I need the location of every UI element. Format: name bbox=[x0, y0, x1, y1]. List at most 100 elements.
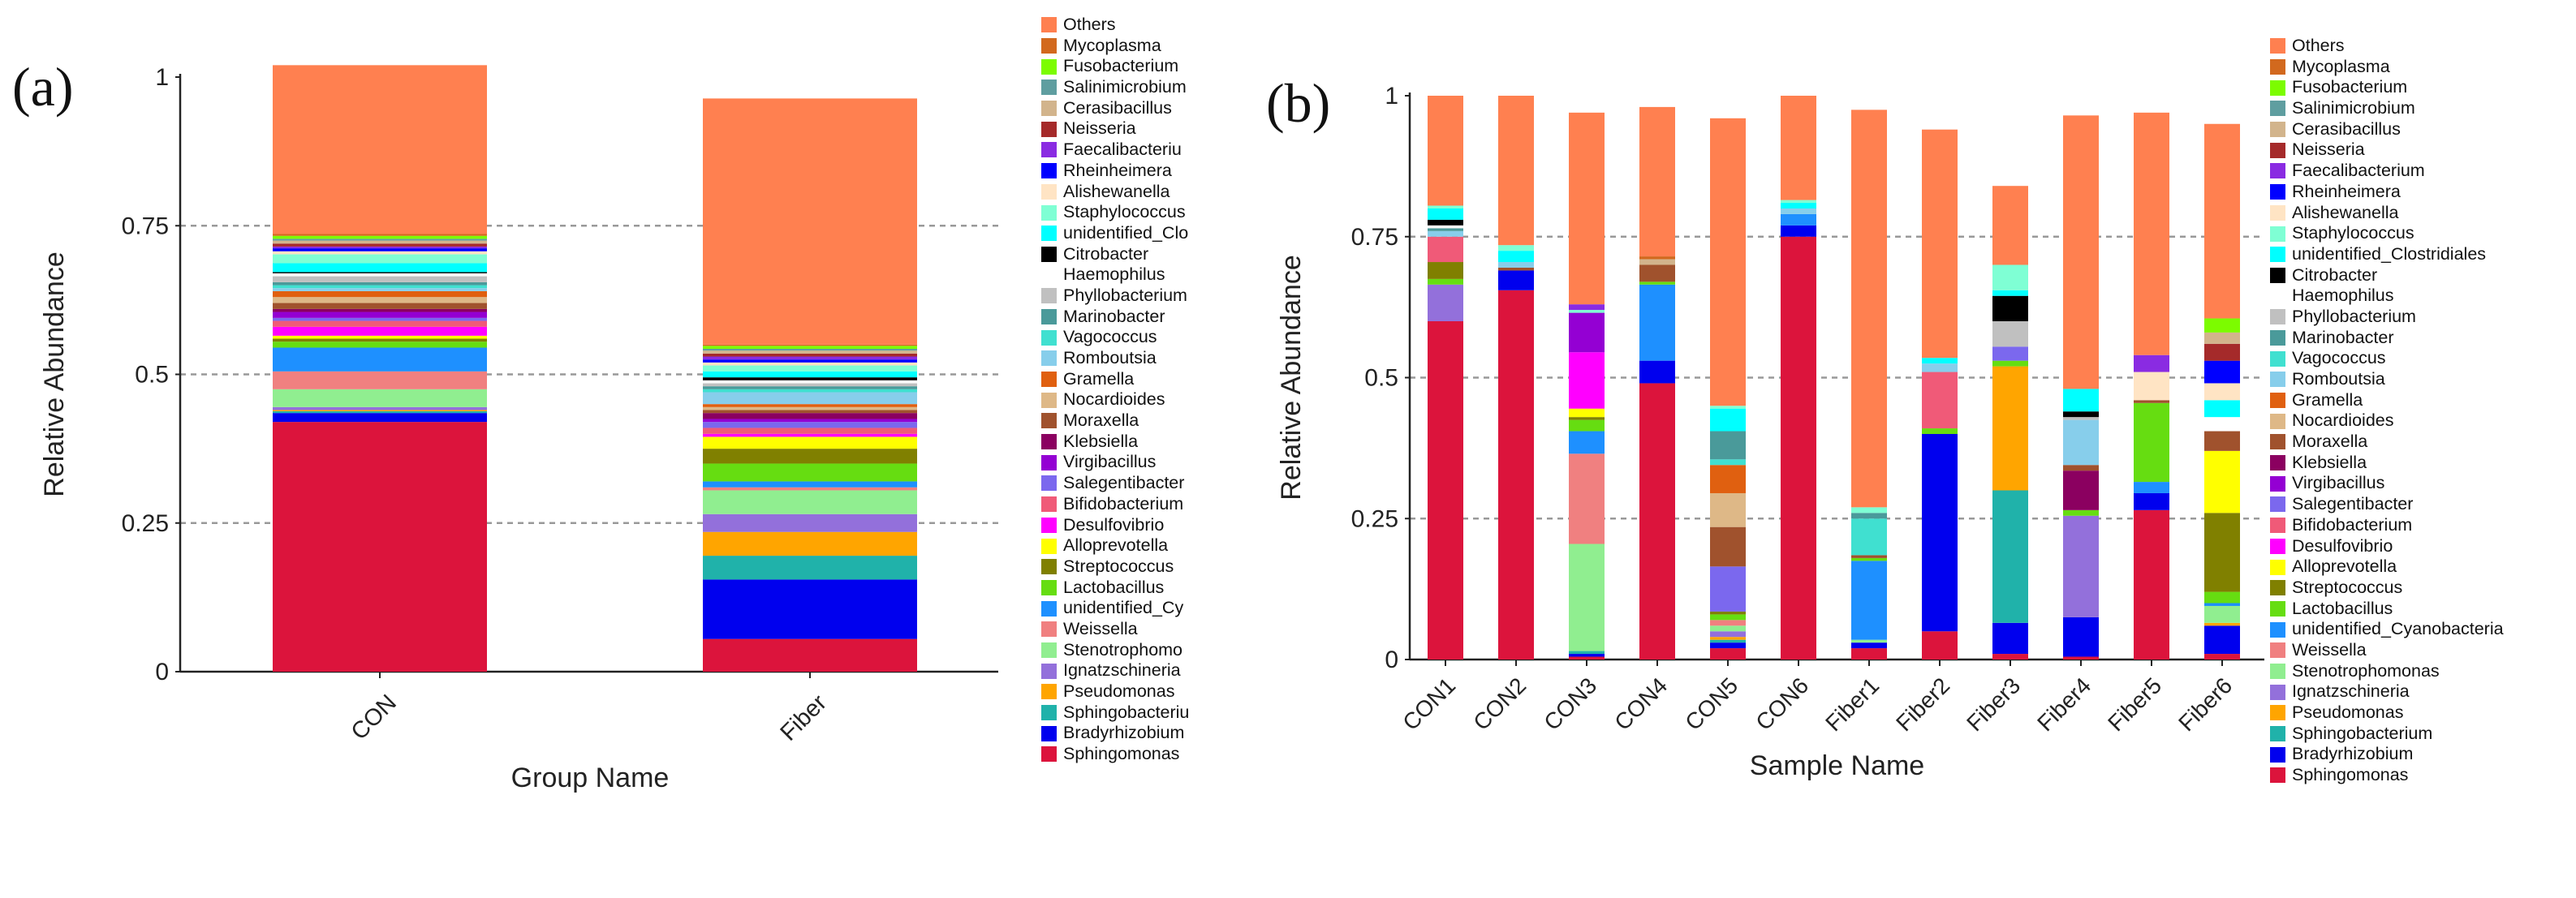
legend-item: Alishewanella bbox=[1041, 182, 1244, 203]
x-tick-label: CON5 bbox=[1680, 672, 1742, 735]
legend-swatch bbox=[2270, 455, 2285, 471]
bar-segment bbox=[2063, 115, 2099, 389]
bar-segment bbox=[1851, 639, 1887, 643]
bar-segment bbox=[1992, 186, 2028, 265]
legend-label: Vagococcus bbox=[1063, 327, 1157, 347]
legend-item: Marinobacter bbox=[1041, 307, 1244, 328]
panel-a: (a) 0 0.25 0.5 0.75 1 CON Fiber Relative Abunda… bbox=[0, 0, 1266, 898]
bar-segment bbox=[1992, 264, 2028, 290]
bar-segment bbox=[703, 365, 917, 372]
bar-segment bbox=[2204, 332, 2240, 344]
legend-item: Phyllobacterium bbox=[1041, 286, 1244, 307]
bar-segment bbox=[703, 389, 917, 393]
legend-item: Cerasibacillus bbox=[2270, 119, 2570, 140]
bar-segment bbox=[1992, 622, 2028, 655]
legend-swatch bbox=[1041, 246, 1057, 262]
bar-segment bbox=[1992, 346, 2028, 361]
bar-segment bbox=[703, 413, 917, 419]
legend-item: Salegentibacter bbox=[1041, 473, 1244, 494]
bar-segment bbox=[1851, 507, 1887, 513]
legend-label: Moraxella bbox=[2292, 432, 2368, 452]
legend-item: Staphylococcus bbox=[2270, 223, 2570, 244]
legend-label: Streptococcus bbox=[2292, 577, 2403, 597]
bar-segment bbox=[1710, 492, 1746, 527]
bar-segment bbox=[1781, 236, 1816, 660]
legend-swatch bbox=[1041, 538, 1057, 554]
legend-swatch bbox=[1041, 475, 1057, 492]
legend-swatch bbox=[1041, 600, 1057, 617]
legend-swatch bbox=[1041, 79, 1057, 96]
bar-segment bbox=[703, 353, 917, 357]
bar-segment bbox=[703, 638, 917, 672]
legend-swatch bbox=[1041, 413, 1057, 429]
bar-segment bbox=[1569, 112, 1605, 305]
legend-label: Ignatzschineria bbox=[1063, 660, 1181, 681]
legend-item: Others bbox=[2270, 36, 2570, 57]
bar-segment bbox=[1569, 453, 1605, 544]
legend-item: Marinobacter bbox=[2270, 328, 2570, 349]
legend-item: Bradyrhizobium bbox=[1041, 723, 1244, 744]
bar-segment bbox=[1781, 203, 1816, 208]
legend-swatch bbox=[1041, 372, 1057, 388]
legend-item: Alishewanella bbox=[2270, 203, 2570, 224]
legend-swatch bbox=[2270, 204, 2285, 221]
legend-label: Fusobacterium bbox=[1063, 56, 1179, 76]
legend-label: Pseudomonas bbox=[1063, 681, 1175, 701]
legend-swatch bbox=[1041, 142, 1057, 158]
y-tick-label: 1 bbox=[155, 64, 169, 91]
x-tick-label: CON6 bbox=[1751, 672, 1813, 735]
legend-item: Vagococcus bbox=[1041, 327, 1244, 348]
bar-segment bbox=[1851, 110, 1887, 508]
bar-segment bbox=[1428, 208, 1463, 220]
legend-swatch bbox=[1041, 559, 1057, 575]
legend-label: Haemophilus bbox=[2292, 286, 2394, 306]
bar-segment bbox=[2063, 617, 2099, 657]
bar-segment bbox=[703, 348, 917, 351]
bar-segment bbox=[1569, 419, 1605, 432]
legend-swatch bbox=[2270, 746, 2285, 763]
legend-swatch bbox=[1041, 226, 1057, 242]
legend-swatch bbox=[2270, 663, 2285, 679]
x-tick-label: CON1 bbox=[1398, 672, 1460, 735]
bar-segment bbox=[703, 481, 917, 488]
y-axis-title: Relative Abundance bbox=[39, 251, 70, 496]
bar-segment bbox=[273, 335, 487, 339]
bar-segment bbox=[703, 406, 917, 410]
legend-item: Weissella bbox=[2270, 640, 2570, 661]
legend-swatch bbox=[2270, 372, 2285, 388]
legend-label: Alloprevotella bbox=[2292, 556, 2397, 577]
legend-label: Haemophilus bbox=[1063, 264, 1165, 285]
bar-segment bbox=[1569, 310, 1605, 313]
legend-label: Salinimicrobium bbox=[2292, 98, 2415, 118]
legend-swatch bbox=[2270, 350, 2285, 367]
bar-segment bbox=[1710, 648, 1746, 660]
legend-item: Romboutsia bbox=[2270, 369, 2570, 390]
legend-item: Sphingomonas bbox=[2270, 765, 2570, 786]
legend-swatch bbox=[2270, 247, 2285, 263]
legend-item: Salinimicrobium bbox=[1041, 77, 1244, 98]
bar-segment bbox=[2063, 419, 2099, 466]
legend-item: Faecalibacterium bbox=[2270, 161, 2570, 182]
legend-item: Cerasibacillus bbox=[1041, 98, 1244, 119]
bar-segment bbox=[1569, 431, 1605, 454]
bar-segment bbox=[2063, 509, 2099, 516]
bar-segment bbox=[1922, 428, 1958, 434]
bar-segment bbox=[1569, 304, 1605, 311]
bar-segment bbox=[1428, 228, 1463, 231]
legend-label: Weissella bbox=[1063, 618, 1138, 638]
legend-swatch bbox=[1041, 663, 1057, 679]
bar-segment bbox=[2204, 603, 2240, 606]
bar-segment bbox=[703, 463, 917, 482]
bar-segment bbox=[703, 579, 917, 639]
legend-item: Mycoplasma bbox=[1041, 36, 1244, 57]
legend-label: Marinobacter bbox=[1063, 306, 1165, 326]
legend-item: Bifidobacterium bbox=[1041, 494, 1244, 515]
legend-item: Fusobacterium bbox=[1041, 56, 1244, 77]
bar-segment bbox=[1639, 264, 1675, 282]
legend-swatch bbox=[1041, 642, 1057, 658]
bar-segment bbox=[1639, 106, 1675, 257]
legend-swatch bbox=[1041, 267, 1057, 283]
bar-segment bbox=[1710, 526, 1746, 567]
bar-segment bbox=[2063, 470, 2099, 510]
bar-segment bbox=[1710, 625, 1746, 632]
